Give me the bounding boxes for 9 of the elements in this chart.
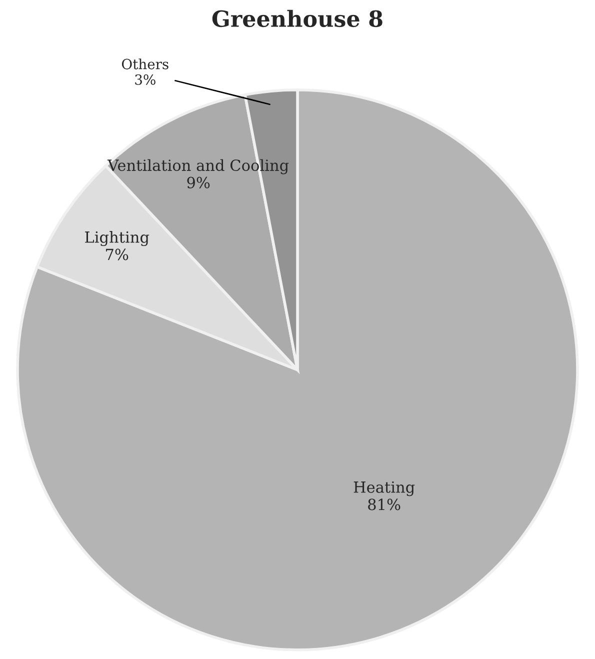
data-label: 81% [368, 498, 400, 510]
chart-title: Greenhouse 8 [212, 10, 382, 28]
data-label: 3% [135, 74, 156, 85]
slice-label: Ventilation and Cooling [107, 159, 289, 174]
data-label: 9% [187, 176, 210, 188]
slice-label: Heating [354, 481, 415, 496]
slice-label: Lighting [85, 231, 150, 246]
data-label: 7% [106, 248, 128, 260]
slice-label: Others [122, 58, 168, 70]
